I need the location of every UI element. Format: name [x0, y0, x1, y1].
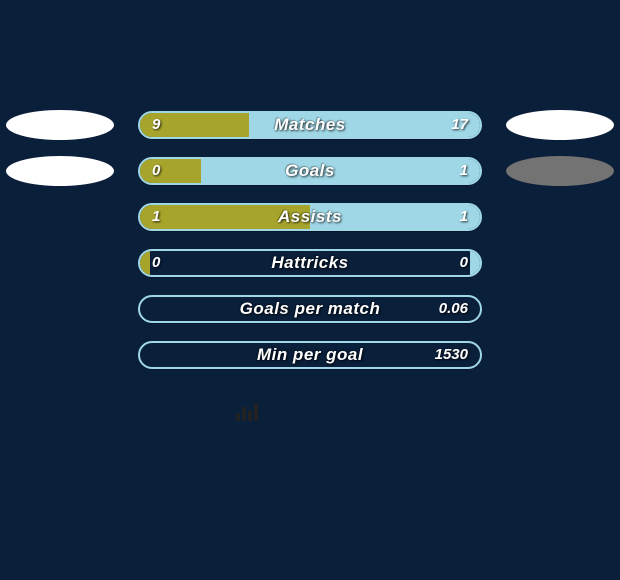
- comparison-chart: 917Matches 01Goals 11Assists 00Hattricks 0.0…: [0, 111, 620, 369]
- stat-row: 917Matches: [0, 111, 620, 139]
- barchart-icon: [236, 401, 260, 421]
- badge-left: [6, 110, 114, 140]
- stat-label: Min per goal: [140, 343, 480, 367]
- stat-label: Goals: [140, 159, 480, 183]
- stat-row: 1530Min per goal: [0, 341, 620, 369]
- infographic-root: Shetty vs Ali Club competitions, Season …: [0, 0, 620, 580]
- stat-label: Assists: [140, 205, 480, 229]
- stat-row: 11Assists: [0, 203, 620, 231]
- stat-row: 0.06Goals per match: [0, 295, 620, 323]
- stat-bar: 11Assists: [138, 203, 482, 231]
- badge-left: [6, 156, 114, 186]
- badge-right: [506, 156, 614, 186]
- stat-label: Matches: [140, 113, 480, 137]
- stat-bar: 00Hattricks: [138, 249, 482, 277]
- badge-right: [506, 110, 614, 140]
- stat-row: 01Goals: [0, 157, 620, 185]
- stat-bar: 917Matches: [138, 111, 482, 139]
- stat-label: Goals per match: [140, 297, 480, 321]
- stat-bar: 0.06Goals per match: [138, 295, 482, 323]
- stat-label: Hattricks: [140, 251, 480, 275]
- stat-bar: 1530Min per goal: [138, 341, 482, 369]
- stat-bar: 01Goals: [138, 157, 482, 185]
- stat-row: 00Hattricks: [0, 249, 620, 277]
